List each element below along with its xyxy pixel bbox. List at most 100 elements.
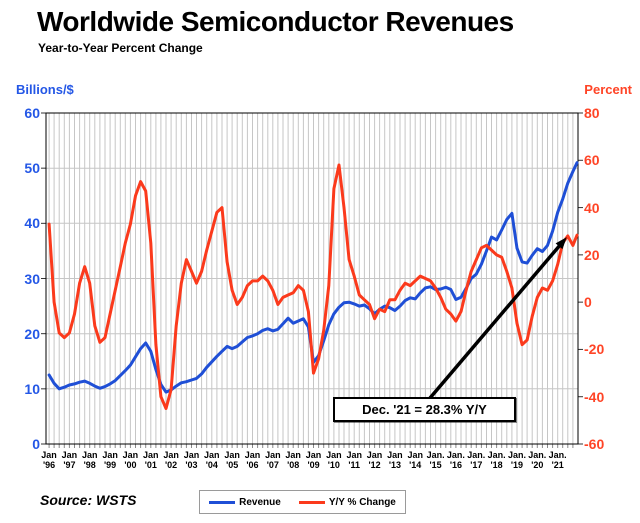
x-tick-year: '00 (124, 460, 137, 470)
x-tick-month: Jan. (548, 450, 567, 460)
source-label: Source: WSTS (40, 492, 137, 508)
left-axis-title: Billions/$ (16, 82, 74, 97)
right-axis-title: Percent (584, 82, 632, 97)
left-axis-tick-label: 20 (24, 325, 40, 342)
x-tick-year: '01 (144, 460, 157, 470)
right-axis-tick-label: 40 (584, 199, 600, 216)
right-axis-tick-label: 60 (584, 152, 600, 169)
x-axis-tick-label: Jan. '16 (443, 450, 469, 470)
x-tick-year: '03 (185, 460, 198, 470)
x-tick-month: Jan. (467, 450, 486, 460)
legend-item-label: Y/Y % Change (328, 496, 396, 508)
x-axis-tick-label: Jan. '15 (423, 450, 449, 470)
left-axis-tick-label: 60 (24, 105, 40, 121)
x-axis-tick-label: Jan '11 (341, 450, 367, 470)
x-tick-month: Jan (366, 450, 383, 460)
x-tick-year: '11 (348, 460, 361, 470)
x-axis-tick-label: Jan '14 (402, 450, 428, 470)
x-tick-year: '15 (429, 460, 442, 470)
x-axis-tick-label: Jan '07 (260, 450, 286, 470)
x-tick-month: Jan. (487, 450, 506, 460)
annotation-arrow-shaft (428, 242, 563, 400)
x-tick-year: '20 (531, 460, 544, 470)
x-tick-month: Jan (387, 450, 403, 460)
left-axis-tick-label: 50 (24, 160, 40, 177)
x-tick-year: '05 (226, 460, 239, 470)
x-axis-tick-label: Jan '12 (362, 450, 388, 470)
x-tick-month: Jan (204, 450, 220, 460)
left-axis-tick-label: 30 (24, 270, 40, 287)
x-axis-tick-label: Jan '98 (77, 450, 103, 470)
legend-swatch-line (298, 500, 325, 504)
x-tick-month: Jan (61, 450, 78, 460)
left-axis-tick-label: 40 (24, 215, 40, 232)
x-axis-tick-label: Jan '13 (382, 450, 408, 470)
yoy-change-line (47, 163, 579, 410)
x-tick-year: '99 (104, 460, 117, 470)
x-tick-year: '16 (449, 460, 462, 470)
x-tick-month: Jan. (528, 450, 547, 460)
x-tick-year: '18 (490, 460, 503, 470)
x-tick-month: Jan (183, 450, 200, 460)
right-axis-tick-label: -60 (584, 436, 605, 452)
annotation-arrow-head (555, 237, 567, 250)
annotation-callout: Dec. '21 = 28.3% Y/Y (333, 397, 516, 422)
right-axis-tick-label: -40 (584, 388, 605, 405)
x-tick-year: '19 (510, 460, 524, 470)
x-tick-year: '06 (246, 460, 259, 470)
x-tick-year: '96 (42, 460, 56, 470)
x-tick-month: Jan (102, 450, 118, 460)
right-axis-tick-label: 20 (584, 246, 600, 263)
x-tick-month: Jan (265, 450, 281, 460)
x-axis-tick-label: Jan '10 (321, 450, 347, 470)
x-axis-tick-label: Jan '06 (239, 450, 265, 470)
x-tick-year: '97 (63, 460, 76, 470)
legend-swatch-line (209, 500, 236, 504)
left-axis-tick-label: 0 (32, 436, 40, 452)
chart-title: Worldwide Semiconductor Revenues (37, 6, 514, 37)
x-tick-month: Jan (305, 450, 322, 460)
x-tick-month: Jan (163, 450, 179, 460)
x-axis-tick-label: Jan. '17 (463, 450, 489, 470)
x-axis-tick-label: Jan. '20 (524, 450, 550, 470)
x-tick-year: '12 (368, 460, 381, 470)
x-tick-year: '98 (83, 460, 96, 470)
x-axis-tick-label: Jan '09 (301, 450, 327, 470)
right-axis-tick-label: 80 (584, 105, 600, 121)
plot-frame (45, 112, 579, 445)
x-tick-year: '04 (205, 460, 218, 470)
x-tick-month: Jan (326, 450, 342, 460)
chart-subtitle: Year-to-Year Percent Change (38, 41, 203, 55)
x-tick-year: '02 (165, 460, 178, 470)
x-tick-year: '13 (388, 460, 401, 470)
x-tick-month: Jan (407, 450, 423, 460)
x-tick-month: Jan. (446, 450, 465, 460)
x-axis-tick-label: Jan. '19 (504, 450, 530, 470)
x-axis-tick-label: Jan '04 (199, 450, 225, 470)
x-axis-tick-label: Jan '01 (138, 450, 164, 470)
x-tick-month: Jan (285, 450, 301, 460)
x-tick-month: Jan (346, 450, 362, 460)
legend-item-label: Revenue (239, 496, 281, 508)
x-tick-year: '09 (307, 460, 320, 470)
right-axis-tick-label: -20 (584, 341, 605, 358)
x-tick-month: Jan (81, 450, 98, 460)
left-axis-tick-label: 10 (24, 380, 40, 397)
x-tick-year: '17 (470, 460, 483, 470)
x-tick-year: '21 (551, 460, 564, 470)
x-axis-tick-label: Jan '02 (158, 450, 184, 470)
legend-item: Revenue (209, 497, 281, 508)
x-tick-month: Jan (122, 450, 139, 460)
x-tick-month: Jan (244, 450, 261, 460)
x-axis-tick-label: Jan. '21 (545, 450, 571, 470)
legend-item: Y/Y % Change (298, 496, 396, 508)
x-axis-tick-label: Jan '96 (36, 450, 62, 470)
right-axis-tick-label: 0 (584, 294, 592, 311)
x-axis-tick-label: Jan '08 (280, 450, 306, 470)
x-tick-year: '07 (266, 460, 279, 470)
x-tick-year: '08 (287, 460, 300, 470)
x-tick-month: Jan. (426, 450, 445, 460)
x-axis-tick-label: Jan '99 (97, 450, 123, 470)
